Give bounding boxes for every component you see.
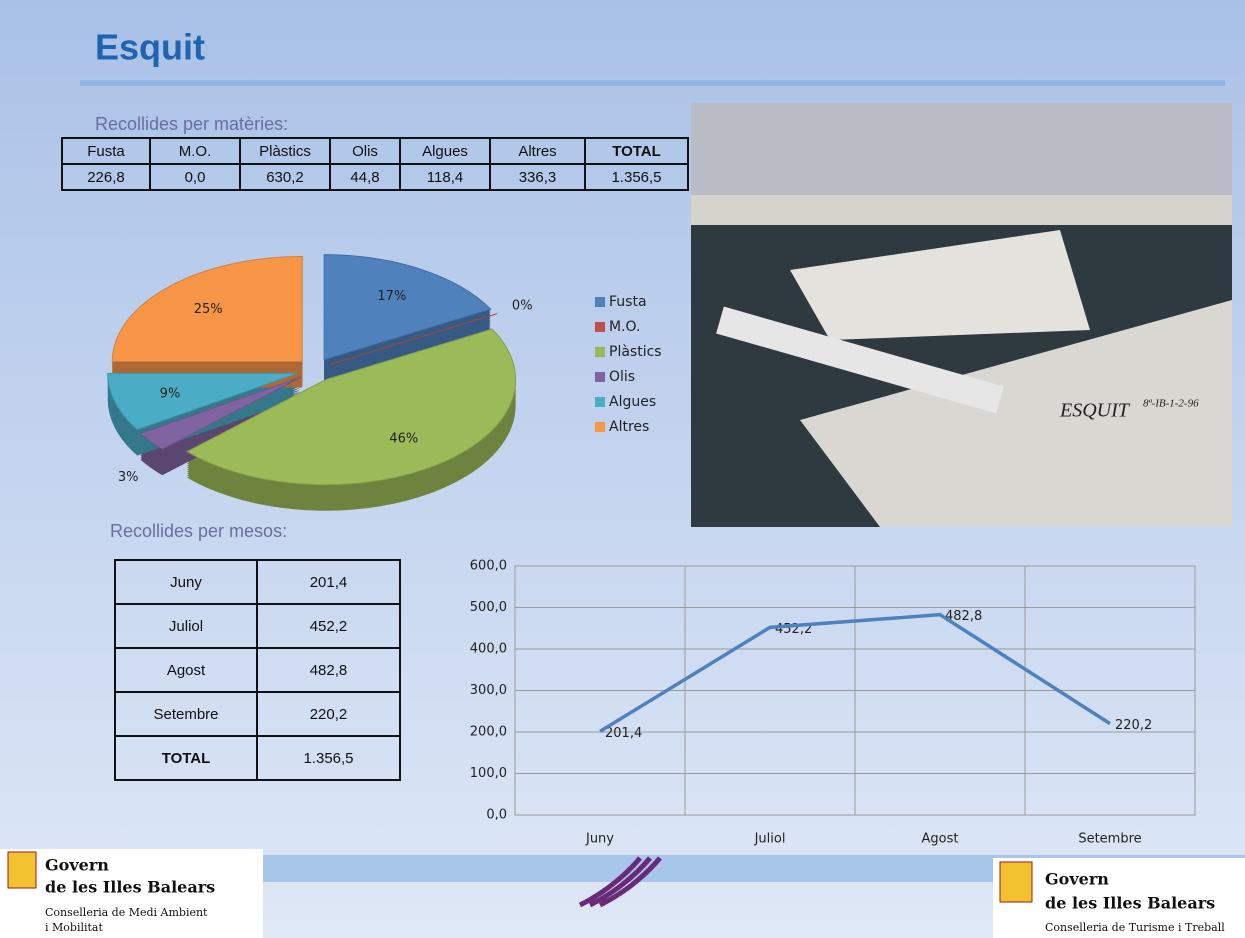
footer-left-line1: Govern <box>45 856 109 875</box>
legend-label: Algues <box>609 394 656 410</box>
footer-left-dept1: Conselleria de Medi Ambient <box>45 906 208 919</box>
x-tick-label: Agost <box>922 832 959 847</box>
table-value: 1.356,5 <box>611 169 661 186</box>
pie-label: 25% <box>194 302 223 317</box>
table-value: 630,2 <box>266 169 304 186</box>
materials-heading: Recollides per matèries: <box>95 114 288 134</box>
legend-label: Altres <box>609 419 649 435</box>
photo-harbor <box>691 195 1232 225</box>
y-tick-label: 400,0 <box>470 642 507 657</box>
months-heading: Recollides per mesos: <box>110 521 287 541</box>
table-value: 336,3 <box>519 169 557 186</box>
x-tick-label: Juliol <box>754 832 786 847</box>
legend-label: Olis <box>609 369 635 385</box>
legend-swatch <box>595 422 605 432</box>
y-tick-label: 600,0 <box>470 559 507 574</box>
photo: ESQUIT 8ª-IB-1-2-96 <box>691 103 1232 527</box>
table-value: 118,4 <box>427 169 463 186</box>
table-header: Altres <box>518 143 556 160</box>
slide: Esquit Recollides per matèries: Fusta 226… <box>0 0 1245 938</box>
footer-left-dept2: i Mobilitat <box>45 921 103 934</box>
title-rule <box>80 80 1225 86</box>
table-value: 44,8 <box>350 169 379 186</box>
y-tick-label: 500,0 <box>470 600 507 615</box>
legend-swatch <box>595 397 605 407</box>
data-label: 201,4 <box>605 726 642 741</box>
table-label: Juny <box>170 574 202 591</box>
legend-label: Fusta <box>609 294 647 310</box>
y-tick-label: 200,0 <box>470 725 507 740</box>
y-tick-label: 0,0 <box>486 808 507 823</box>
table-label: Setembre <box>153 706 218 723</box>
footer-right-crest <box>1000 862 1032 902</box>
title: Esquit <box>95 27 205 68</box>
table-header: Plàstics <box>259 143 311 160</box>
table-value: 0,0 <box>185 169 206 186</box>
table-value: 226,8 <box>87 169 125 186</box>
legend-swatch <box>595 297 605 307</box>
footer-right-dept1: Conselleria de Turisme i Treball <box>1045 921 1225 934</box>
pie-label: 3% <box>118 470 139 485</box>
table-header: TOTAL <box>612 143 661 160</box>
table-header: Fusta <box>87 143 125 160</box>
table-value: 482,8 <box>310 662 348 679</box>
y-tick-label: 100,0 <box>470 766 507 781</box>
legend-label: M.O. <box>609 319 640 335</box>
data-label: 220,2 <box>1115 718 1152 733</box>
footer-left-crest <box>8 852 36 888</box>
pie-label: 9% <box>160 386 181 401</box>
footer-right-line1: Govern <box>1045 870 1109 889</box>
table-value: 201,4 <box>310 574 348 591</box>
table-value: 220,2 <box>310 706 348 723</box>
table-value: 452,2 <box>310 618 348 635</box>
pie-label: 17% <box>377 289 406 304</box>
table-header: M.O. <box>179 143 212 160</box>
y-tick-label: 300,0 <box>470 683 507 698</box>
footer-left-line2: de les Illes Balears <box>45 878 215 897</box>
pie-label: 0% <box>512 299 533 314</box>
x-tick-label: Juny <box>585 832 614 847</box>
legend-swatch <box>595 322 605 332</box>
photo-boat-name: ESQUIT <box>1059 400 1131 422</box>
table-value: 1.356,5 <box>303 750 353 767</box>
footer-right-line2: de les Illes Balears <box>1045 894 1215 913</box>
photo-registration: 8ª-IB-1-2-96 <box>1143 398 1199 410</box>
legend-swatch <box>595 372 605 382</box>
pie-label: 46% <box>389 432 418 447</box>
table-header: Olis <box>352 143 378 160</box>
x-tick-label: Setembre <box>1078 832 1141 847</box>
table-label: Juliol <box>169 618 203 635</box>
table-label: TOTAL <box>162 750 211 767</box>
legend-swatch <box>595 347 605 357</box>
legend-label: Plàstics <box>609 344 662 360</box>
table-header: Algues <box>422 143 468 160</box>
table-label: Agost <box>167 662 206 679</box>
